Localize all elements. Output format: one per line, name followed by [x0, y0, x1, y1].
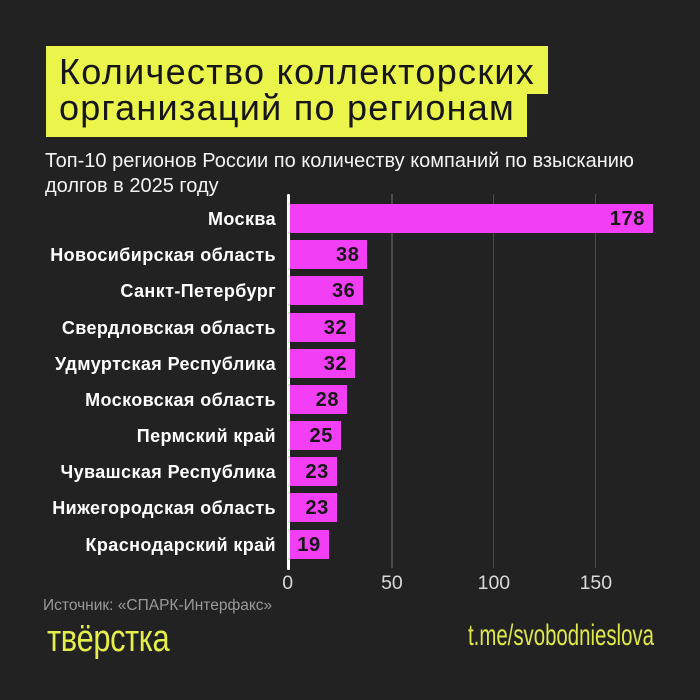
bar: 23	[290, 457, 337, 487]
x-tick-label: 0	[282, 571, 294, 594]
category-label: Нижегородская область	[52, 498, 276, 519]
value-label: 38	[336, 244, 360, 267]
value-label: 32	[323, 316, 348, 339]
bar-row: Чувашская Республика 23	[0, 457, 700, 487]
title-line-2: организаций по регионам	[46, 90, 527, 137]
category-label: Чувашская Республика	[60, 462, 276, 483]
category-label: Санкт-Петербург	[120, 281, 276, 302]
value-label: 25	[309, 425, 333, 448]
category-label: Пермский край	[136, 426, 276, 447]
gridline	[595, 194, 597, 568]
bar: 32	[290, 348, 356, 378]
subtitle-line-2: долгов в 2025 году	[45, 174, 219, 197]
value-label: 178	[609, 208, 645, 230]
bar: 25	[290, 421, 341, 451]
bar-row: Свердловская область 32	[0, 312, 700, 342]
subtitle-line-1: Топ-10 регионов России по количеству ком…	[45, 150, 634, 172]
title-line-1: Количество коллекторских	[46, 46, 548, 94]
bar-row: Краснодарский край 19	[0, 529, 700, 559]
value-label: 28	[315, 388, 340, 411]
gridline	[391, 194, 393, 568]
bar-row: Новосибирская область 38	[0, 240, 700, 270]
bar: 19	[290, 529, 329, 559]
bar: 36	[290, 276, 364, 306]
verstka-logo: твёрстка	[47, 618, 170, 660]
gridline	[493, 194, 495, 568]
bar-row: Нижегородская область 23	[0, 493, 700, 523]
category-label: Московская область	[85, 389, 276, 410]
value-label: 23	[305, 461, 329, 484]
x-tick-label: 150	[579, 571, 613, 594]
value-label: 32	[323, 352, 348, 375]
bar-row: Санкт-Петербург 36	[0, 276, 700, 306]
value-label: 23	[305, 497, 329, 520]
category-label: Краснодарский край	[85, 534, 276, 555]
chart-subtitle: Топ-10 регионов России по количеству ком…	[45, 149, 634, 198]
telegram-channel-link[interactable]: t.me/svobodnieslova	[468, 619, 654, 652]
y-axis-line	[287, 194, 290, 570]
bar: 28	[290, 384, 348, 414]
value-label: 36	[331, 280, 356, 303]
x-tick-label: 100	[477, 571, 511, 594]
category-label: Новосибирская область	[50, 245, 276, 266]
bar-row: Пермский край 25	[0, 421, 700, 451]
bar-row: Москва 178	[0, 204, 700, 233]
value-label: 19	[297, 533, 321, 556]
category-label: Удмуртская Республика	[54, 353, 276, 374]
bar: 38	[290, 240, 368, 270]
category-label: Москва	[207, 209, 276, 229]
category-label: Свердловская область	[61, 317, 276, 338]
x-tick-label: 50	[381, 571, 403, 594]
source-note: Источник: «СПАРК-Интерфакс»	[43, 597, 273, 615]
bar-row: Удмуртская Республика 32	[0, 348, 700, 378]
bar: 178	[290, 204, 653, 233]
bar: 32	[290, 312, 356, 342]
bar-row: Московская область 28	[0, 384, 700, 414]
bar: 23	[290, 493, 337, 523]
